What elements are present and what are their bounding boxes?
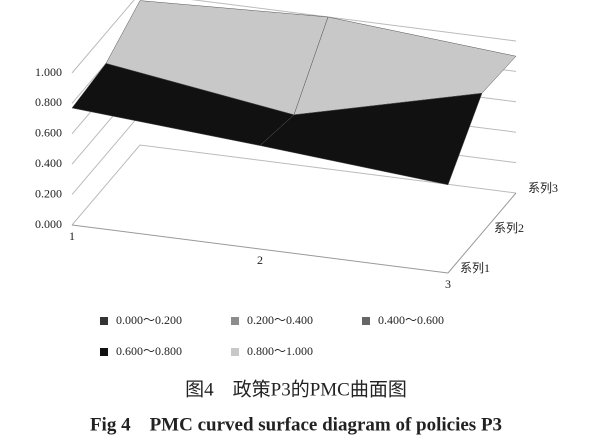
y-tick-label: 0.800	[35, 95, 62, 109]
y-tick-label: 0.000	[35, 217, 62, 231]
x-tick-label: 2	[257, 253, 263, 267]
caption-cn: 图4 政策P3的PMC曲面图	[185, 378, 407, 400]
legend-label: 0.400～0.600	[378, 313, 444, 327]
grid-line	[71, 144, 517, 226]
caption-en: Fig 4 PMC curved surface diagram of poli…	[90, 414, 502, 435]
series-label: 系列3	[528, 181, 558, 195]
x-axis	[71, 224, 449, 274]
surface-patch	[259, 92, 483, 186]
legend-swatch	[231, 348, 239, 356]
legend-swatch	[100, 348, 108, 356]
legend-swatch	[231, 317, 239, 325]
y-tick-label: 0.200	[35, 186, 62, 200]
surface-patch	[293, 16, 517, 116]
legend-swatch	[100, 317, 108, 325]
x-tick-label: 1	[69, 229, 75, 243]
y-tick-label: 0.400	[35, 156, 62, 170]
legend-label: 0.800～1.000	[247, 344, 313, 358]
y-tick-label: 1.000	[35, 65, 62, 79]
legend-label: 0.600～0.800	[116, 344, 182, 358]
depth-axis	[447, 192, 517, 274]
legend-label: 0.200～0.400	[247, 313, 313, 327]
series-label: 系列2	[494, 221, 524, 235]
legend-swatch	[362, 317, 370, 325]
y-tick-label: 0.600	[35, 126, 62, 140]
x-tick-label: 3	[445, 277, 451, 291]
grid-line	[71, 0, 517, 74]
legend-label: 0.000～0.200	[116, 313, 182, 327]
series-label: 系列1	[460, 261, 490, 275]
